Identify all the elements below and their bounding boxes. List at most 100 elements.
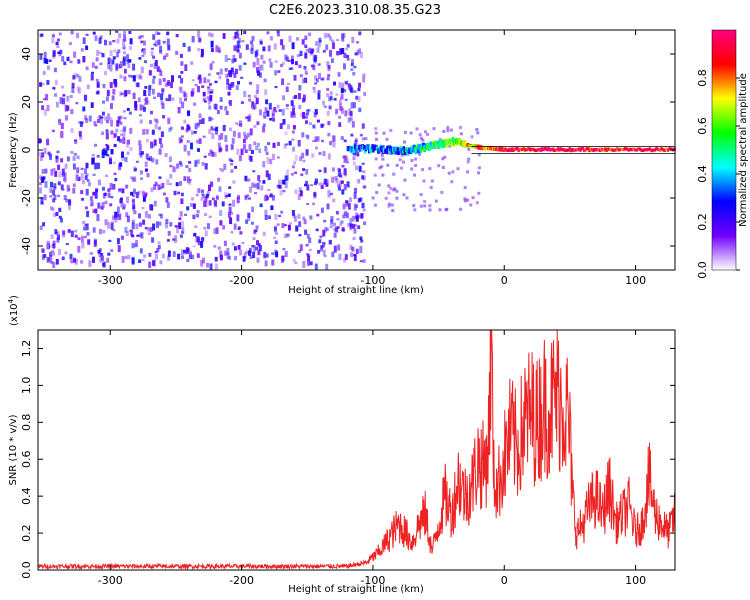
heatmap-cell: [275, 251, 279, 258]
heatmap-cell: [134, 104, 138, 111]
heatmap-cell: [292, 125, 296, 130]
heatmap-cell: [341, 48, 345, 54]
heatmap-cell: [113, 49, 117, 53]
heatmap-cell: [226, 78, 230, 86]
heatmap-cell: [143, 40, 146, 46]
signal-track-cell: [619, 147, 622, 152]
heatmap-cell: [175, 50, 179, 55]
heatmap-cell: [254, 94, 257, 99]
heatmap-cell: [354, 140, 358, 145]
heatmap-cell: [92, 227, 96, 233]
heatmap-cell: [392, 172, 396, 176]
heatmap-cell: [459, 207, 463, 211]
heatmap-cell: [310, 51, 314, 54]
heatmap-cell: [196, 210, 200, 213]
heatmap-cell: [438, 208, 442, 212]
heatmap-cell: [129, 147, 133, 151]
heatmap-cell: [355, 248, 359, 255]
heatmap-cell: [343, 156, 347, 163]
heatmap-cell: [60, 131, 64, 138]
heatmap-cell: [70, 109, 74, 114]
heatmap-cell: [291, 42, 295, 50]
heatmap-cell: [249, 156, 253, 162]
y-tick-label: 1.2: [20, 340, 33, 358]
heatmap-cell: [281, 78, 285, 86]
heatmap-cell: [345, 200, 349, 204]
heatmap-cell: [414, 164, 418, 167]
heatmap-cell: [255, 146, 259, 151]
heatmap-cell: [322, 100, 326, 106]
heatmap-cell: [338, 81, 342, 88]
heatmap-cell: [273, 225, 277, 231]
heatmap-cell: [228, 255, 231, 260]
heatmap-cell: [336, 51, 340, 56]
heatmap-cell: [236, 148, 240, 155]
heatmap-cell: [166, 32, 170, 35]
signal-track-cell: [592, 148, 595, 152]
heatmap-cell: [97, 162, 100, 169]
heatmap-cell: [196, 213, 200, 218]
heatmap-cell: [304, 229, 308, 235]
heatmap-cell: [178, 217, 182, 221]
heatmap-cell: [164, 153, 168, 157]
signal-track-cell: [569, 149, 573, 153]
signal-track-cell: [530, 147, 533, 151]
heatmap-cell: [158, 78, 162, 86]
heatmap-cell: [113, 134, 117, 138]
heatmap-cell: [96, 50, 100, 56]
heatmap-cell: [112, 88, 116, 95]
heatmap-cell: [450, 180, 454, 184]
heatmap-cell: [143, 48, 146, 55]
heatmap-cell: [306, 202, 310, 205]
heatmap-cell: [54, 93, 57, 97]
heatmap-cell: [340, 220, 344, 224]
colorbar-tick-label: 0.6: [696, 117, 709, 135]
heatmap-cell: [74, 229, 78, 233]
heatmap-cell: [94, 35, 98, 41]
heatmap-cell: [151, 144, 155, 148]
heatmap-cell: [110, 149, 114, 155]
heatmap-cell: [90, 200, 94, 207]
heatmap-cell: [184, 64, 188, 71]
signal-track-cell: [538, 147, 541, 151]
heatmap-cell: [354, 216, 358, 220]
heatmap-cell: [246, 194, 250, 197]
heatmap-cell: [161, 88, 165, 93]
heatmap-cell: [143, 90, 147, 97]
heatmap-cell: [95, 57, 99, 62]
heatmap-cell: [157, 39, 161, 46]
heatmap-cell: [204, 230, 208, 237]
heatmap-cell: [206, 95, 210, 100]
heatmap-cell: [272, 142, 276, 148]
heatmap-cell: [66, 95, 70, 102]
heatmap-cell: [207, 97, 211, 105]
heatmap-cell: [46, 256, 50, 263]
heatmap-cell: [39, 155, 43, 161]
heatmap-cell: [309, 215, 313, 220]
heatmap-cell: [332, 42, 335, 49]
heatmap-cell: [374, 131, 378, 135]
heatmap-cell: [189, 251, 192, 255]
heatmap-cell: [459, 132, 463, 136]
heatmap-cell: [245, 44, 249, 50]
signal-track-cell: [622, 147, 625, 152]
heatmap-cell: [226, 247, 230, 255]
signal-track-cell: [629, 147, 632, 151]
heatmap-cell: [87, 182, 91, 187]
heatmap-cell: [116, 206, 120, 213]
heatmap-cell: [298, 187, 302, 192]
heatmap-cell: [198, 37, 202, 43]
heatmap-cell: [135, 240, 139, 247]
heatmap-cell: [187, 176, 190, 184]
signal-track-cell: [547, 147, 551, 151]
heatmap-cell: [356, 153, 360, 157]
heatmap-cell: [41, 105, 45, 110]
heatmap-cell: [245, 250, 249, 255]
heatmap-cell: [344, 81, 348, 84]
heatmap-cell: [158, 148, 162, 155]
heatmap-cell: [80, 190, 84, 195]
heatmap-cell: [84, 206, 88, 210]
heatmap-cell: [351, 36, 355, 44]
heatmap-cell: [102, 186, 105, 191]
heatmap-cell: [232, 36, 236, 40]
